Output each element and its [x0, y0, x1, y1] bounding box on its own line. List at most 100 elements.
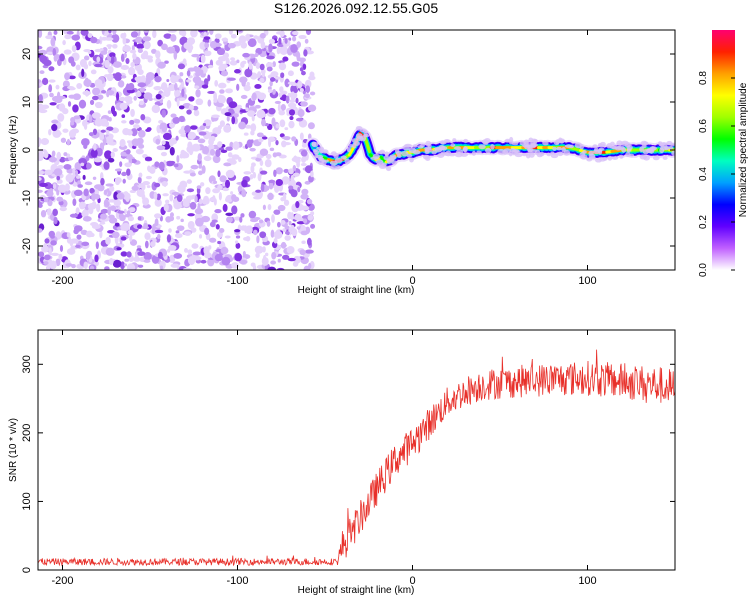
noise-blob	[62, 128, 69, 133]
noise-blob	[38, 94, 43, 103]
noise-blob	[63, 164, 72, 170]
noise-blob	[305, 30, 312, 35]
noise-blob	[245, 235, 251, 242]
noise-blob	[244, 225, 248, 233]
noise-blob	[159, 265, 164, 270]
noise-blob	[266, 185, 270, 191]
noise-blob	[275, 178, 284, 187]
noise-blob	[160, 151, 168, 157]
noise-blob	[106, 91, 110, 98]
noise-blob	[295, 201, 300, 209]
noise-blob	[50, 252, 59, 256]
noise-blob	[299, 132, 304, 141]
noise-blob	[273, 237, 278, 244]
noise-blob	[259, 231, 267, 239]
noise-blob	[81, 138, 90, 147]
noise-blob	[120, 65, 130, 71]
trace-fleck	[352, 142, 357, 149]
noise-blob	[109, 185, 115, 192]
noise-blob	[288, 120, 295, 129]
noise-blob	[260, 41, 266, 49]
noise-blob	[59, 156, 66, 163]
noise-blob	[291, 136, 297, 142]
noise-blob	[284, 78, 290, 88]
noise-blob	[72, 93, 81, 101]
trace-fleck	[598, 142, 603, 147]
noise-blob	[146, 185, 151, 189]
noise-blob	[215, 33, 222, 39]
noise-blob	[198, 170, 203, 176]
noise-blob	[197, 214, 203, 219]
noise-blob	[111, 231, 120, 239]
noise-blob	[191, 143, 201, 152]
noise-blob	[212, 155, 221, 164]
noise-blob	[161, 181, 168, 187]
noise-blob	[105, 237, 111, 245]
noise-blob	[117, 210, 125, 214]
noise-blob	[123, 52, 127, 58]
noise-blob	[59, 245, 64, 252]
noise-blob	[265, 62, 274, 69]
noise-blob	[264, 159, 272, 168]
trace-fleck	[511, 142, 519, 146]
noise-blob	[274, 100, 282, 105]
noise-blob	[105, 183, 114, 187]
noise-blob	[82, 174, 86, 180]
x-tick-label: -200	[51, 275, 73, 287]
noise-blob	[281, 94, 288, 102]
noise-blob	[218, 94, 223, 99]
noise-blob	[154, 182, 161, 188]
noise-blob	[257, 92, 267, 101]
noise-blob	[259, 170, 268, 175]
trace-fleck	[531, 142, 538, 147]
trace-fleck	[626, 148, 631, 153]
noise-blob	[260, 183, 265, 192]
noise-blob	[166, 99, 172, 109]
trace-fleck	[668, 145, 674, 150]
y-tick-label: 0	[21, 147, 33, 153]
noise-blob	[276, 46, 281, 55]
noise-blob	[288, 185, 294, 190]
noise-blob	[241, 179, 248, 188]
noise-blob	[219, 175, 227, 183]
noise-blob	[277, 258, 281, 263]
noise-blob	[246, 139, 253, 148]
noise-blob	[221, 37, 229, 42]
trace-fleck	[666, 140, 673, 146]
noise-blob	[274, 152, 282, 157]
noise-blob	[188, 96, 195, 102]
noise-blob	[41, 245, 49, 253]
y-tick-label: 0	[21, 567, 33, 573]
noise-blob	[195, 259, 202, 264]
noise-blob	[71, 263, 76, 269]
noise-blob	[256, 132, 264, 138]
noise-blob	[251, 191, 258, 196]
noise-blob	[107, 66, 114, 74]
trace-fleck	[379, 149, 386, 155]
noise-blob	[233, 107, 239, 112]
noise-blob	[156, 145, 166, 151]
colorbar-ticks: 0.0 0.2 0.4 0.6 0.8	[698, 71, 735, 277]
noise-blob	[198, 198, 203, 205]
noise-blob	[140, 75, 146, 84]
noise-blob	[270, 229, 275, 238]
noise-blob	[52, 48, 57, 57]
noise-blob	[90, 69, 97, 75]
noise-blob	[179, 180, 188, 189]
noise-blob	[59, 206, 67, 212]
noise-blob	[59, 53, 65, 62]
noise-blob	[173, 50, 178, 60]
noise-blob	[121, 222, 130, 232]
trace-fleck	[597, 149, 603, 153]
noise-blob	[198, 30, 204, 33]
noise-blob	[143, 259, 151, 263]
noise-blob	[299, 67, 304, 72]
noise-blob	[138, 143, 145, 149]
noise-blob	[170, 263, 180, 268]
noise-blob	[195, 89, 201, 98]
noise-blob	[299, 87, 304, 93]
noise-blob	[212, 188, 220, 194]
noise-blob	[238, 121, 246, 130]
noise-blob	[163, 88, 171, 98]
noise-blob	[199, 182, 205, 187]
